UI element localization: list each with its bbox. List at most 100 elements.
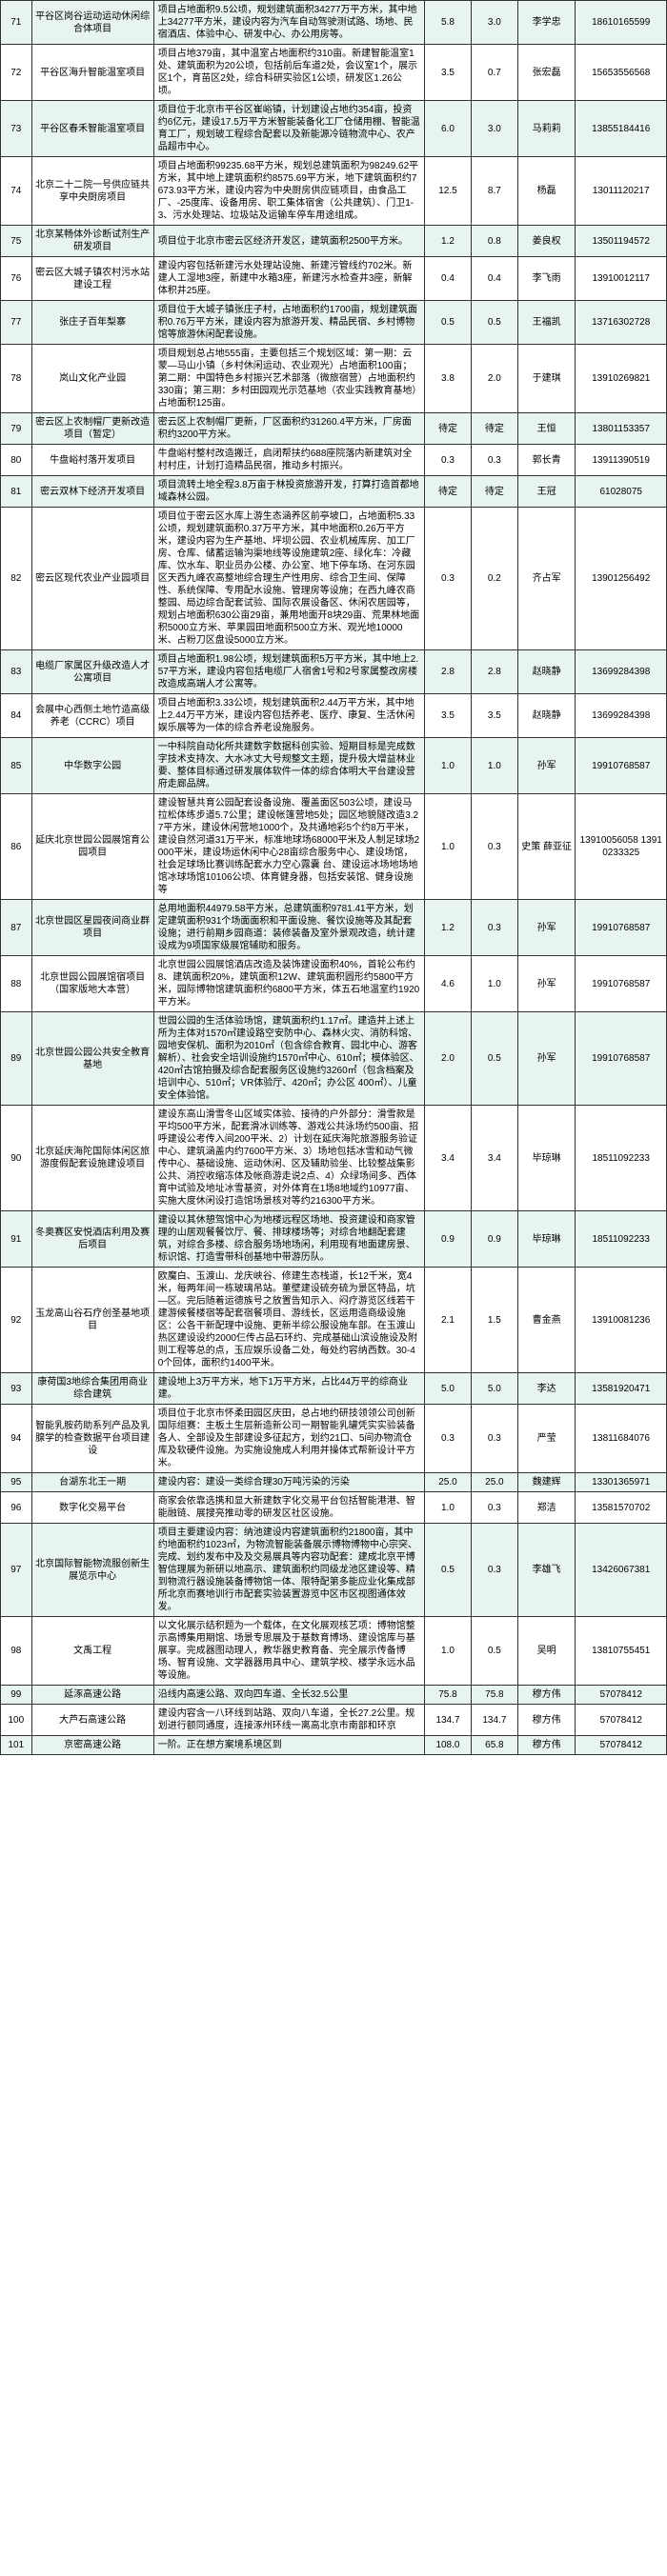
cell-person: 王福凯 [517, 301, 576, 345]
cell-name: 康荷国3地综合集团用商业综合建筑 [31, 1373, 153, 1405]
cell-name: 北京国际智能物流服创新生展览示中心 [31, 1524, 153, 1617]
cell-num2: 0.3 [471, 794, 517, 900]
table-row: 77张庄子百年梨寨项目位于大城子镇张庄子村，占地面积约1700亩，规划建筑面积0… [1, 301, 667, 345]
table-row: 86延庆北京世园公园展馆育公园项目建设智慧共育公园配套设备设施、覆盖面区503公… [1, 794, 667, 900]
cell-num1: 0.3 [425, 508, 472, 650]
cell-desc: 建设内容包括新建污水处理站设施、新建污管线约702米。新建人工湿地3座，新建中水… [153, 257, 424, 301]
cell-index: 101 [1, 1736, 32, 1755]
cell-person: 齐占军 [517, 508, 576, 650]
cell-num1: 25.0 [425, 1473, 472, 1492]
cell-name: 平谷区海升智能温室项目 [31, 45, 153, 101]
cell-num1: 5.8 [425, 1, 472, 45]
cell-index: 91 [1, 1211, 32, 1268]
cell-index: 71 [1, 1, 32, 45]
table-row: 71平谷区岗谷运动运动休闲综合体项目项目占地面积9.5公顷，规划建筑面积3427… [1, 1, 667, 45]
table-row: 75北京某畅体外诊断试剂生产研发项目项目位于北京市密云区经济开发区，建筑面积25… [1, 226, 667, 257]
cell-name: 平谷区春禾智能温室项目 [31, 101, 153, 157]
table-row: 90北京延庆海陀国际体闲区旅游度假配套设施建设项目建设东高山滑雪冬山区域实体验、… [1, 1106, 667, 1211]
cell-person: 于建琪 [517, 345, 576, 413]
cell-num1: 1.2 [425, 226, 472, 257]
table-row: 73平谷区春禾智能温室项目项目位于北京市平谷区崔峪镇，计划建设占地约354亩，投… [1, 101, 667, 157]
table-row: 94智能乳胺药助系列产品及乳腺学的检查数据平台项目建设项目位于北京市怀柔田园区庆… [1, 1405, 667, 1473]
cell-name: 岚山文化产业园 [31, 345, 153, 413]
cell-person: 穆方伟 [517, 1705, 576, 1736]
cell-name: 密云区上农制帽厂更新改造项目（暂定） [31, 413, 153, 445]
cell-num2: 8.7 [471, 157, 517, 226]
cell-num1: 12.5 [425, 157, 472, 226]
cell-desc: 项目占地379亩，其中温室占地面积约310亩。新建智能温室1处、建筑面积为20公… [153, 45, 424, 101]
cell-phone: 19910768587 [576, 1012, 667, 1106]
cell-index: 76 [1, 257, 32, 301]
cell-num1: 0.5 [425, 1524, 472, 1617]
cell-phone: 57078412 [576, 1705, 667, 1736]
cell-num1: 待定 [425, 476, 472, 508]
cell-person: 曹金燕 [517, 1268, 576, 1373]
cell-name: 密云区现代农业产业园项目 [31, 508, 153, 650]
cell-person: 李学忠 [517, 1, 576, 45]
cell-name: 延庆北京世园公园展馆育公园项目 [31, 794, 153, 900]
cell-phone: 13426067381 [576, 1524, 667, 1617]
table-row: 98文禹工程以文化展示结积题为一个载体，在文化展观核艺项：博物馆整示高博集用期馆… [1, 1617, 667, 1686]
cell-person: 赵晓静 [517, 694, 576, 738]
cell-num2: 0.2 [471, 508, 517, 650]
cell-name: 数字化交易平台 [31, 1492, 153, 1524]
cell-phone: 18610165599 [576, 1, 667, 45]
cell-index: 98 [1, 1617, 32, 1686]
cell-desc: 项目占地面积3.33公顷，规划建筑面积2.44万平方米，其中地上2.44万平方米… [153, 694, 424, 738]
cell-desc: 欧魔白、玉渡山、龙庆峡谷、修建生态栈道，长12千米，宽4米，每两年间一栋玻璃吊站… [153, 1268, 424, 1373]
cell-desc: 项目位于密云区水库上游生态涵养区前亭坡口，占地面积5.33公顷，规划建筑面积0.… [153, 508, 424, 650]
cell-num1: 3.4 [425, 1106, 472, 1211]
cell-index: 83 [1, 650, 32, 694]
cell-name: 北京世园公园展馆宿项目（国家版地大本营） [31, 956, 153, 1012]
cell-person: 孙军 [517, 900, 576, 956]
cell-desc: 建设内容：建设一类综合理30万吨污染的污染 [153, 1473, 424, 1492]
cell-phone: 13855184416 [576, 101, 667, 157]
cell-num2: 0.3 [471, 1524, 517, 1617]
cell-person: 李雄飞 [517, 1524, 576, 1617]
cell-desc: 商家会依靠选携和显大新建数字化交易平台包括智能港港、智能融链、展搜亮推动零的研发… [153, 1492, 424, 1524]
cell-index: 72 [1, 45, 32, 101]
cell-num2: 待定 [471, 476, 517, 508]
cell-num1: 0.3 [425, 1405, 472, 1473]
cell-num2: 待定 [471, 413, 517, 445]
cell-num1: 3.8 [425, 345, 472, 413]
table-row: 72平谷区海升智能温室项目项目占地379亩，其中温室占地面积约310亩。新建智能… [1, 45, 667, 101]
cell-index: 74 [1, 157, 32, 226]
cell-name: 玉龙高山谷石疗创圣基地项目 [31, 1268, 153, 1373]
cell-desc: 北京世园公园展馆酒店改造及装饰建设面积40%，首轮公布约8、建筑面积20%，建筑… [153, 956, 424, 1012]
cell-person: 郭长青 [517, 445, 576, 476]
cell-num2: 1.0 [471, 956, 517, 1012]
cell-phone: 15653556568 [576, 45, 667, 101]
cell-index: 90 [1, 1106, 32, 1211]
cell-num1: 3.5 [425, 45, 472, 101]
cell-desc: 项目位于北京市平谷区崔峪镇，计划建设占地约354亩，投资约6亿元，建设17.5万… [153, 101, 424, 157]
cell-index: 95 [1, 1473, 32, 1492]
table-row: 85中华数字公园一中科院自动化所共建数字数据科创实验、短期目标是完成数字技术支持… [1, 738, 667, 794]
table-row: 84会展中心西侧土地竹造高级养老（CCRC）项目项目占地面积3.33公顷，规划建… [1, 694, 667, 738]
cell-num2: 5.0 [471, 1373, 517, 1405]
cell-desc: 牛盘峪村整村改造搬迁，启闭帮扶约688座院落内新建筑对全村村庄，计划打造精品民宿… [153, 445, 424, 476]
cell-num1: 6.0 [425, 101, 472, 157]
cell-num1: 108.0 [425, 1736, 472, 1755]
cell-phone: 13811684076 [576, 1405, 667, 1473]
cell-index: 100 [1, 1705, 32, 1736]
table-row: 92玉龙高山谷石疗创圣基地项目欧魔白、玉渡山、龙庆峡谷、修建生态栈道，长12千米… [1, 1268, 667, 1373]
cell-num2: 3.4 [471, 1106, 517, 1211]
cell-num1: 0.9 [425, 1211, 472, 1268]
cell-desc: 一中科院自动化所共建数字数据科创实验、短期目标是完成数字技术支持次、大水冰丈大号… [153, 738, 424, 794]
cell-num1: 0.4 [425, 257, 472, 301]
cell-num1: 2.0 [425, 1012, 472, 1106]
cell-desc: 建设地上3万平方米，地下1万平方米，占比44万平的综商业建。 [153, 1373, 424, 1405]
cell-index: 84 [1, 694, 32, 738]
cell-person: 王冠 [517, 476, 576, 508]
cell-name: 台湖东北王一期 [31, 1473, 153, 1492]
cell-num1: 1.2 [425, 900, 472, 956]
cell-person: 姜良权 [517, 226, 576, 257]
cell-name: 张庄子百年梨寨 [31, 301, 153, 345]
table-row: 81密云双林下经济开发项目项目流转土地全程3.8万亩于林投资旅游开发，打算打造首… [1, 476, 667, 508]
cell-desc: 建设以其休憩驾馆中心为地楼远程区场地、投资建设和商家管理的山居观餐餐饮厅、餐、排… [153, 1211, 424, 1268]
cell-index: 80 [1, 445, 32, 476]
cell-num2: 3.0 [471, 101, 517, 157]
table-row: 93康荷国3地综合集团用商业综合建筑建设地上3万平方米，地下1万平方米，占比44… [1, 1373, 667, 1405]
cell-person: 李达 [517, 1373, 576, 1405]
